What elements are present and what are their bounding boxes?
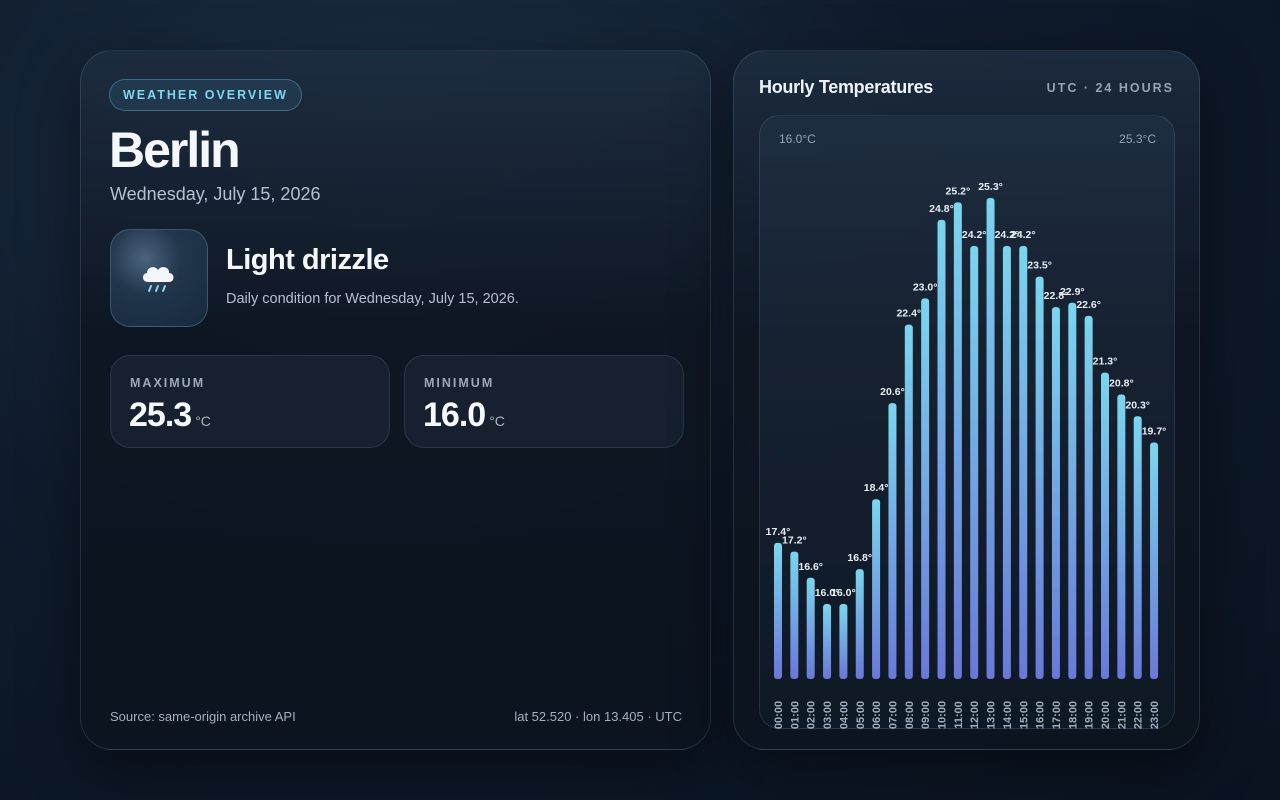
data-label-18:00: 22.9° bbox=[1060, 286, 1085, 298]
data-label-11:00: 25.2° bbox=[946, 185, 971, 197]
cloud-drizzle-icon bbox=[142, 267, 174, 292]
x-tick-06:00: 06:00 bbox=[871, 701, 883, 729]
data-label-23:00: 19.7° bbox=[1142, 425, 1167, 437]
min-temp-value: 16.0 bbox=[423, 396, 486, 434]
data-label-09:00: 23.0° bbox=[913, 281, 938, 293]
bar-04:00 bbox=[839, 604, 848, 679]
city-name: Berlin bbox=[109, 122, 241, 178]
x-tick-21:00: 21:00 bbox=[1116, 701, 1128, 729]
bar-05:00 bbox=[855, 569, 864, 679]
x-tick-15:00: 15:00 bbox=[1018, 701, 1030, 729]
bar-07:00 bbox=[888, 403, 897, 679]
bar-08:00 bbox=[904, 324, 913, 679]
max-temp-unit: °C bbox=[195, 413, 211, 429]
data-label-02:00: 16.6° bbox=[798, 561, 823, 573]
x-tick-19:00: 19:00 bbox=[1084, 701, 1096, 729]
data-label-08:00: 22.4° bbox=[896, 308, 921, 320]
x-tick-17:00: 17:00 bbox=[1051, 701, 1063, 729]
data-label-21:00: 20.8° bbox=[1109, 377, 1134, 389]
condition-icon-tile bbox=[110, 229, 208, 327]
bar-17:00 bbox=[1051, 307, 1060, 679]
data-label-14:00: 24.2° bbox=[995, 229, 1020, 241]
bar-11:00 bbox=[953, 202, 962, 679]
max-temp-label: MAXIMUM bbox=[130, 376, 206, 390]
data-label-15:00: 24.2° bbox=[1011, 229, 1036, 241]
x-tick-09:00: 09:00 bbox=[920, 701, 932, 729]
bar-13:00 bbox=[986, 198, 995, 679]
bar-16:00 bbox=[1035, 276, 1044, 679]
x-tick-02:00: 02:00 bbox=[806, 701, 818, 729]
data-label-00:00: 17.4° bbox=[766, 526, 791, 538]
x-tick-10:00: 10:00 bbox=[937, 701, 949, 729]
chart-meta: UTC · 24 HOURS bbox=[1046, 81, 1174, 95]
min-temp-label: MINIMUM bbox=[424, 376, 495, 390]
bar-21:00 bbox=[1117, 394, 1126, 679]
x-tick-22:00: 22:00 bbox=[1133, 701, 1145, 729]
x-tick-01:00: 01:00 bbox=[789, 701, 801, 729]
data-label-05:00: 16.8° bbox=[847, 552, 872, 564]
data-label-13:00: 25.3° bbox=[978, 181, 1003, 193]
data-label-20:00: 21.3° bbox=[1093, 356, 1118, 368]
x-tick-16:00: 16:00 bbox=[1035, 701, 1047, 729]
data-label-03:00: 16.0° bbox=[815, 587, 840, 599]
bar-03:00 bbox=[823, 604, 832, 679]
x-tick-08:00: 08:00 bbox=[904, 701, 916, 729]
data-source: Source: same-origin archive API bbox=[110, 709, 296, 724]
x-tick-11:00: 11:00 bbox=[953, 701, 965, 729]
data-label-17:00: 22.8° bbox=[1044, 290, 1069, 302]
max-temp-value: 25.3 bbox=[129, 396, 192, 434]
data-label-22:00: 20.3° bbox=[1125, 399, 1150, 411]
x-tick-05:00: 05:00 bbox=[855, 701, 867, 729]
data-label-07:00: 20.6° bbox=[880, 386, 905, 398]
data-label-10:00: 24.8° bbox=[929, 203, 954, 215]
bar-23:00 bbox=[1150, 442, 1159, 679]
range-high-label: 25.3°C bbox=[1119, 132, 1156, 146]
bar-06:00 bbox=[872, 499, 881, 679]
data-label-12:00: 24.2° bbox=[962, 229, 987, 241]
condition-subtitle: Daily condition for Wednesday, July 15, … bbox=[226, 291, 519, 307]
hourly-temperatures-card: Hourly Temperatures UTC · 24 HOURS 16.0°… bbox=[733, 50, 1200, 750]
x-tick-20:00: 20:00 bbox=[1100, 701, 1112, 729]
bar-19:00 bbox=[1084, 315, 1093, 679]
bar-15:00 bbox=[1019, 246, 1028, 680]
chart-title: Hourly Temperatures bbox=[759, 77, 934, 97]
bar-12:00 bbox=[970, 246, 979, 680]
max-temp-card: MAXIMUM 25.3 °C bbox=[110, 355, 390, 448]
date-label: Wednesday, July 15, 2026 bbox=[110, 184, 321, 204]
condition-title: Light drizzle bbox=[226, 244, 389, 276]
x-tick-07:00: 07:00 bbox=[887, 701, 899, 729]
bar-00:00 bbox=[774, 542, 782, 679]
bar-20:00 bbox=[1101, 372, 1109, 679]
x-tick-03:00: 03:00 bbox=[822, 701, 834, 729]
x-tick-13:00: 13:00 bbox=[986, 701, 998, 729]
range-low-label: 16.0°C bbox=[779, 132, 816, 146]
weather-overview-badge: WEATHER OVERVIEW bbox=[109, 79, 302, 111]
bar-chart-svg: 17.4° 00:00 17.2° 01:00 16.6° 02:00 16.0° 03:00… bbox=[766, 181, 1167, 729]
max-temp-value-wrap: 25.3 °C bbox=[129, 396, 211, 435]
x-tick-23:00: 23:00 bbox=[1149, 701, 1161, 729]
x-tick-00:00: 00:00 bbox=[773, 701, 785, 729]
min-temp-value-wrap: 16.0 °C bbox=[423, 396, 505, 435]
hourly-chart: 16.0°C 25.3°C 17.4° 00:00 17.2° 01:00 16.6° 0… bbox=[759, 115, 1175, 729]
data-label-06:00: 18.4° bbox=[864, 482, 889, 494]
data-label-19:00: 22.6° bbox=[1076, 299, 1101, 311]
data-label-04:00: 16.0° bbox=[831, 587, 856, 599]
x-tick-14:00: 14:00 bbox=[1002, 701, 1014, 729]
bar-10:00 bbox=[937, 219, 946, 680]
bar-01:00 bbox=[790, 551, 799, 679]
x-tick-04:00: 04:00 bbox=[838, 701, 850, 729]
bar-14:00 bbox=[1002, 246, 1011, 680]
data-label-01:00: 17.2° bbox=[782, 535, 807, 547]
min-temp-card: MINIMUM 16.0 °C bbox=[404, 355, 684, 448]
bar-18:00 bbox=[1068, 302, 1077, 679]
min-temp-unit: °C bbox=[489, 413, 505, 429]
x-tick-12:00: 12:00 bbox=[969, 701, 981, 729]
bar-22:00 bbox=[1133, 416, 1142, 679]
data-label-16:00: 23.5° bbox=[1027, 260, 1052, 272]
bar-02:00 bbox=[806, 577, 815, 679]
bar-09:00 bbox=[921, 298, 930, 679]
x-tick-18:00: 18:00 bbox=[1067, 701, 1079, 729]
location-coordinates: lat 52.520 · lon 13.405 · UTC bbox=[514, 709, 682, 724]
weather-overview-card: WEATHER OVERVIEW Berlin Wednesday, July … bbox=[80, 50, 711, 750]
